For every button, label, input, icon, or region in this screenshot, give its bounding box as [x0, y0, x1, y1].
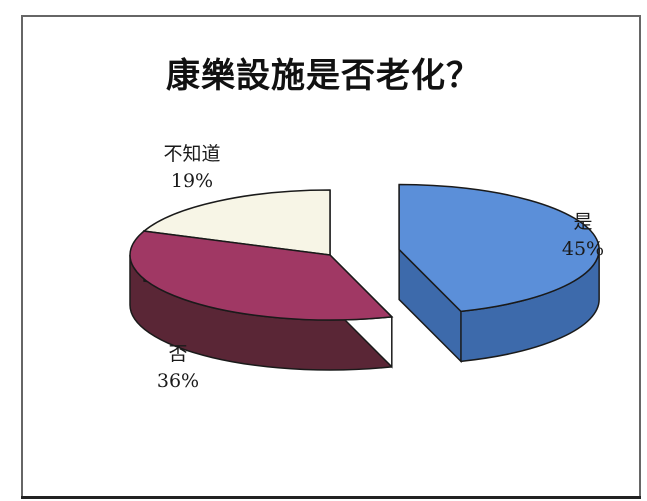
slice-label-是: 是 [573, 211, 592, 233]
pie-labels: 是 45% 否 36% 不知道 19% [157, 143, 604, 392]
pie-tops [129, 183, 600, 321]
slice-value-不知道: 19% [171, 170, 213, 192]
slice-top-是 [398, 183, 600, 313]
slice-top-否 [129, 230, 394, 321]
slice-label-否: 否 [168, 343, 187, 365]
frame-bottom-edge [21, 496, 641, 499]
chart-title: 康樂設施是否老化？ [166, 56, 481, 96]
slice-label-不知道: 不知道 [163, 143, 220, 165]
slice-value-否: 36% [157, 370, 199, 392]
slice-top-不知道 [142, 189, 331, 256]
slice-value-是: 45% [562, 238, 604, 260]
